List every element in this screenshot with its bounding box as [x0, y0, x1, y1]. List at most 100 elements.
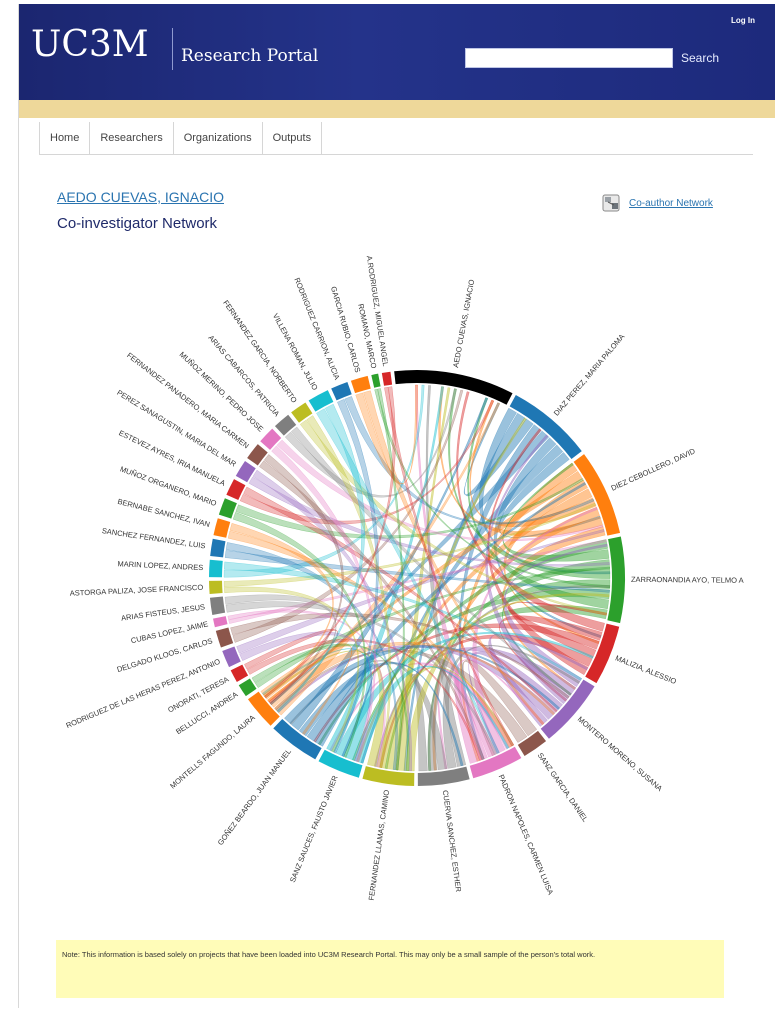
chord-ribbon: [289, 660, 448, 771]
chord-arc-21[interactable]: [210, 538, 226, 558]
chord-ribbon: [225, 601, 498, 755]
chord-arc-24[interactable]: [226, 479, 246, 501]
chord-ribbon: [224, 550, 610, 593]
chord-label-24[interactable]: ESTEVEZ AYRES, IRIA MANUELA: [117, 428, 226, 488]
chord-ribbon: [227, 609, 386, 768]
chord-label-8[interactable]: CUERVA SANCHEZ, ESTHER: [441, 790, 463, 894]
chord-label-1[interactable]: DIAZ PEREZ, MARIA PALOMA: [552, 332, 627, 417]
chord-arc-9[interactable]: [362, 766, 415, 786]
search-button[interactable]: Search: [681, 51, 720, 65]
chord-arc-27[interactable]: [260, 428, 282, 450]
chord-label-0[interactable]: AEDO CUEVAS, IGNACIO: [451, 279, 476, 369]
chord-arc-25[interactable]: [235, 461, 256, 483]
chord-ribbon: [384, 386, 515, 747]
chord-arc-31[interactable]: [331, 382, 352, 401]
chord-label-22[interactable]: BERNABE SANCHEZ, IVAN: [117, 497, 211, 529]
chord-arc-8[interactable]: [417, 766, 470, 786]
chord-ribbon: [223, 384, 425, 578]
chord-arc-6[interactable]: [517, 730, 547, 757]
chord-label-21[interactable]: SANCHEZ FERNANDEZ, LUIS: [101, 526, 206, 550]
uc3m-logo[interactable]: UC3M: [31, 24, 149, 65]
chord-label-4[interactable]: MALIZIA, ALESSIO: [614, 653, 678, 686]
chord-ribbon: [223, 561, 583, 681]
chord-ribbon: [232, 512, 367, 758]
chord-ribbon: [284, 388, 457, 498]
chord-ribbon: [232, 389, 464, 643]
chord-arc-18[interactable]: [209, 596, 226, 615]
chord-arc-5[interactable]: [540, 679, 595, 739]
chord-arc-1[interactable]: [509, 394, 582, 460]
search-input[interactable]: [465, 48, 673, 68]
chord-ribbon: [248, 476, 610, 567]
coauthor-network-link[interactable]: Co-author Network: [602, 194, 713, 212]
chord-arc-34[interactable]: [381, 371, 393, 386]
chord-arc-12[interactable]: [247, 691, 280, 726]
chord-arc-7[interactable]: [469, 746, 522, 779]
chord-arc-32[interactable]: [350, 375, 371, 394]
chord-label-3[interactable]: ZARRAONANDIA AYO, TELMO A: [631, 575, 744, 585]
chord-ribbon: [228, 539, 607, 624]
network-icon: [602, 194, 620, 212]
chord-arc-13[interactable]: [238, 678, 257, 697]
chord-arc-17[interactable]: [213, 616, 228, 628]
chord-arc-26[interactable]: [247, 444, 268, 466]
chord-arc-4[interactable]: [585, 623, 620, 684]
chord-arc-11[interactable]: [273, 718, 322, 760]
chord-label-7[interactable]: PADRON NAPOLES, CARMEN LUISA: [497, 773, 556, 896]
chord-ribbon: [259, 460, 485, 760]
header-accent-bar: [19, 100, 775, 118]
chord-arc-28[interactable]: [274, 414, 297, 436]
chord-label-18[interactable]: ARIAS FISTEUS, JESUS: [120, 602, 205, 622]
chord-arc-2[interactable]: [573, 454, 621, 536]
nav-home[interactable]: Home: [39, 122, 91, 154]
chord-ribbon: [333, 399, 379, 754]
page-subtitle: Co-investigator Network: [57, 215, 218, 232]
chord-ribbon: [395, 387, 451, 771]
chord-label-6[interactable]: SANZ GARCIA, DANIEL: [536, 751, 590, 824]
chord-arc-3[interactable]: [607, 536, 626, 624]
chord-ribbon: [344, 396, 595, 525]
chord-label-19[interactable]: ASTORGA PALIZA, JOSE FRANCISCO: [70, 583, 204, 598]
nav-outputs[interactable]: Outputs: [263, 122, 323, 154]
chord-label-20[interactable]: MARIN LOPEZ, ANDRES: [117, 559, 203, 572]
coauthor-network-label: Co-author Network: [629, 197, 713, 209]
chord-arc-33[interactable]: [371, 373, 381, 388]
chord-label-2[interactable]: DIEZ CEBOLLERO, DAVID: [610, 446, 698, 492]
chord-ribbon: [377, 388, 405, 771]
chord-ribbon: [243, 486, 558, 713]
chord-ribbon: [235, 478, 584, 539]
header-banner: UC3M Research Portal Log In Search: [19, 4, 775, 100]
chord-ribbon: [276, 403, 365, 713]
chord-ribbon: [291, 397, 489, 731]
chord-label-10[interactable]: SANZ SAUCES, FAUSTO JAVIER: [288, 774, 340, 884]
chord-arc-14[interactable]: [230, 664, 249, 682]
chord-ribbon: [271, 445, 376, 763]
chord-label-5[interactable]: MONTERO MORENO, SUSANA: [576, 715, 664, 793]
chord-ribbon: [299, 419, 608, 616]
disclaimer-note: Note: This information is based solely o…: [56, 940, 724, 998]
chord-ribbon: [239, 399, 495, 525]
chord-arc-15[interactable]: [222, 646, 241, 668]
chord-arc-29[interactable]: [291, 402, 313, 423]
chord-ribbon: [223, 502, 597, 587]
chord-arc-16[interactable]: [215, 627, 234, 648]
chord-arc-20[interactable]: [209, 559, 223, 578]
chord-arc-0[interactable]: [394, 370, 513, 405]
chord-arc-22[interactable]: [213, 518, 231, 538]
chord-ribbon: [316, 408, 500, 754]
nav-researchers[interactable]: Researchers: [90, 122, 174, 154]
chord-ribbon: [263, 454, 344, 706]
chord-label-9[interactable]: FERNANDEZ LLAMAS, CAMINO: [367, 789, 391, 901]
chord-arc-23[interactable]: [218, 498, 237, 519]
nav-organizations[interactable]: Organizations: [174, 122, 263, 154]
chord-ribbon: [498, 452, 601, 538]
co-investigator-chord-diagram: AEDO CUEVAS, IGNACIO DIAZ PEREZ, MARIA PA…: [65, 255, 744, 901]
chord-arc-19[interactable]: [209, 580, 223, 594]
chord-label-11[interactable]: GOÑEZ BEARDO, JUAN MANUEL: [216, 747, 293, 847]
person-name-link[interactable]: AEDO CUEVAS, IGNACIO: [57, 189, 224, 205]
login-link[interactable]: Log In: [731, 16, 755, 25]
chord-ribbon: [472, 507, 598, 754]
chord-arc-10[interactable]: [318, 749, 363, 778]
chord-ribbon: [306, 482, 587, 742]
chord-arc-30[interactable]: [308, 390, 334, 412]
